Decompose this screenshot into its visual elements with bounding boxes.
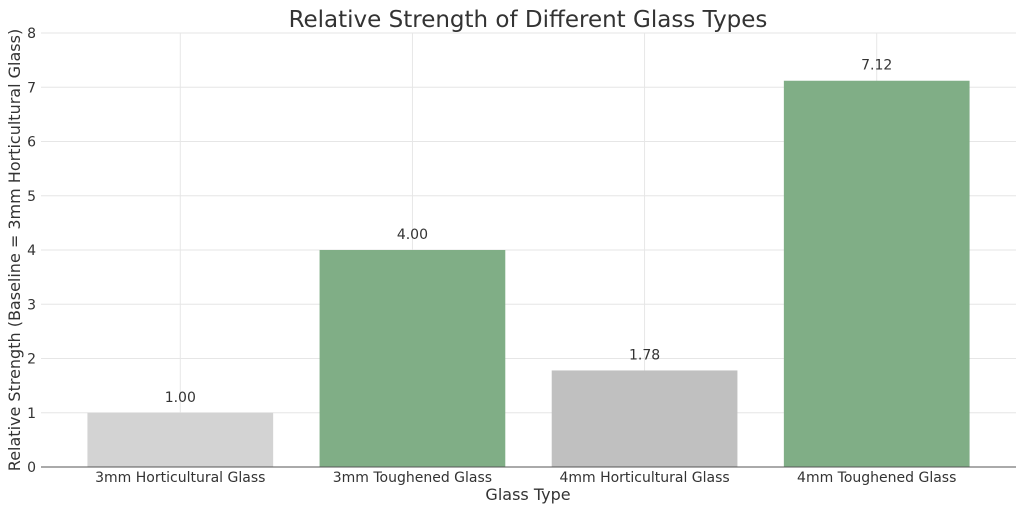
bar-value-label: 1.00 — [165, 390, 196, 406]
x-axis-ticks: 3mm Horticultural Glass 3mm Toughened Gla… — [95, 470, 956, 486]
chart-title: Relative Strength of Different Glass Typ… — [289, 7, 768, 33]
bar-value-label: 4.00 — [397, 227, 428, 243]
bar-value-label: 7.12 — [861, 58, 892, 74]
x-axis-label: Glass Type — [485, 485, 570, 504]
y-tick-label: 6 — [27, 135, 36, 151]
y-tick-label: 3 — [27, 297, 36, 313]
x-tick-label: 4mm Horticultural Glass — [559, 470, 729, 486]
bar — [783, 80, 970, 468]
x-tick-label: 3mm Toughened Glass — [333, 470, 492, 486]
y-tick-label: 8 — [27, 26, 36, 42]
bar — [87, 412, 274, 467]
y-tick-label: 7 — [27, 80, 36, 96]
y-axis-ticks: 0 1 2 3 4 5 6 7 8 — [27, 26, 36, 476]
y-tick-label: 4 — [27, 243, 36, 259]
y-tick-label: 2 — [27, 352, 36, 368]
y-tick-label: 1 — [27, 406, 36, 422]
bars — [87, 80, 970, 468]
y-tick-label: 5 — [27, 189, 36, 205]
y-axis-label: Relative Strength (Baseline = 3mm Hortic… — [5, 29, 24, 471]
data-labels: 1.00 4.00 1.78 7.12 — [165, 58, 893, 406]
y-tick-label: 0 — [27, 460, 36, 476]
x-tick-label: 4mm Toughened Glass — [797, 470, 956, 486]
x-tick-label: 3mm Horticultural Glass — [95, 470, 265, 486]
bar-value-label: 1.78 — [629, 347, 660, 363]
bar — [551, 370, 738, 467]
bar — [319, 250, 506, 467]
